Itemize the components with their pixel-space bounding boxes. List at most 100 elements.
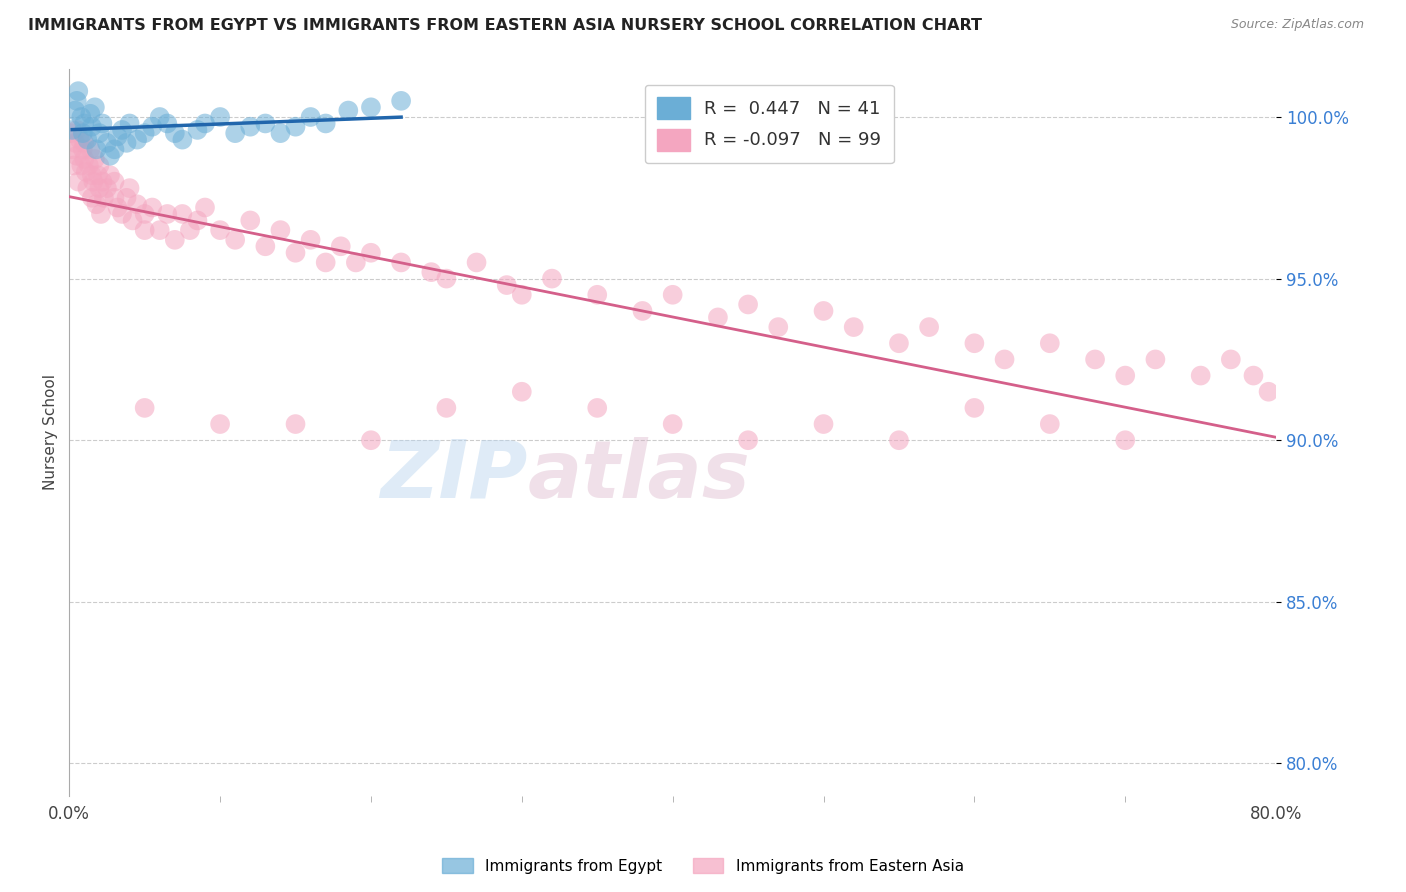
- Point: [963, 336, 986, 351]
- Point: [887, 336, 910, 351]
- Point: [80, 191, 103, 205]
- Point: [194, 201, 217, 215]
- Point: [118, 116, 141, 130]
- Point: [75, 165, 97, 179]
- Point: [111, 207, 134, 221]
- Point: [254, 116, 277, 130]
- Point: [134, 401, 156, 415]
- Point: [269, 126, 291, 140]
- Point: [434, 271, 457, 285]
- Legend: R =  0.447   N = 41, R = -0.097   N = 99: R = 0.447 N = 41, R = -0.097 N = 99: [644, 85, 894, 163]
- Point: [141, 120, 163, 134]
- Point: [209, 223, 232, 237]
- Point: [1114, 434, 1136, 448]
- Point: [91, 116, 114, 130]
- Point: [89, 126, 111, 140]
- Point: [737, 297, 759, 311]
- Point: [115, 191, 138, 205]
- Point: [737, 434, 759, 448]
- Point: [59, 126, 82, 140]
- Point: [510, 384, 533, 399]
- Point: [284, 245, 307, 260]
- Point: [239, 120, 262, 134]
- Point: [69, 133, 91, 147]
- Point: [91, 175, 114, 189]
- Point: [127, 197, 149, 211]
- Y-axis label: Nursery School: Nursery School: [44, 374, 58, 490]
- Text: Source: ZipAtlas.com: Source: ZipAtlas.com: [1230, 18, 1364, 31]
- Point: [134, 207, 156, 221]
- Point: [337, 103, 360, 118]
- Point: [67, 84, 90, 98]
- Point: [79, 107, 101, 121]
- Point: [73, 136, 96, 150]
- Point: [65, 103, 87, 118]
- Point: [67, 175, 90, 189]
- Text: atlas: atlas: [527, 437, 751, 515]
- Point: [179, 223, 201, 237]
- Point: [89, 181, 111, 195]
- Point: [90, 207, 112, 221]
- Point: [82, 175, 104, 189]
- Text: IMMIGRANTS FROM EGYPT VS IMMIGRANTS FROM EASTERN ASIA NURSERY SCHOOL CORRELATION: IMMIGRANTS FROM EGYPT VS IMMIGRANTS FROM…: [28, 18, 983, 33]
- Point: [72, 142, 94, 156]
- Point: [707, 310, 730, 325]
- Point: [70, 159, 93, 173]
- Point: [86, 197, 108, 211]
- Point: [194, 116, 217, 130]
- Point: [887, 434, 910, 448]
- Point: [103, 175, 125, 189]
- Point: [541, 271, 564, 285]
- Point: [963, 401, 986, 415]
- Point: [134, 126, 156, 140]
- Point: [344, 255, 367, 269]
- Point: [389, 255, 412, 269]
- Point: [360, 245, 382, 260]
- Point: [768, 320, 790, 334]
- Point: [127, 133, 149, 147]
- Point: [62, 159, 84, 173]
- Point: [103, 191, 125, 205]
- Point: [77, 159, 100, 173]
- Point: [60, 142, 83, 156]
- Point: [98, 149, 121, 163]
- Point: [1084, 352, 1107, 367]
- Point: [72, 126, 94, 140]
- Point: [315, 255, 337, 269]
- Point: [76, 133, 98, 147]
- Point: [115, 136, 138, 150]
- Point: [1257, 384, 1279, 399]
- Point: [329, 239, 352, 253]
- Point: [96, 181, 118, 195]
- Point: [1039, 336, 1062, 351]
- Point: [1144, 352, 1167, 367]
- Point: [172, 207, 194, 221]
- Point: [98, 168, 121, 182]
- Point: [149, 110, 172, 124]
- Point: [586, 401, 609, 415]
- Point: [586, 287, 609, 301]
- Point: [1189, 368, 1212, 383]
- Point: [73, 152, 96, 166]
- Point: [107, 201, 129, 215]
- Point: [631, 304, 654, 318]
- Point: [299, 233, 322, 247]
- Point: [156, 207, 179, 221]
- Point: [239, 213, 262, 227]
- Point: [993, 352, 1015, 367]
- Point: [172, 133, 194, 147]
- Point: [1243, 368, 1265, 383]
- Point: [510, 287, 533, 301]
- Point: [360, 100, 382, 114]
- Point: [813, 304, 835, 318]
- Point: [111, 123, 134, 137]
- Point: [224, 126, 246, 140]
- Point: [156, 116, 179, 130]
- Point: [186, 213, 208, 227]
- Legend: Immigrants from Egypt, Immigrants from Eastern Asia: Immigrants from Egypt, Immigrants from E…: [436, 852, 970, 880]
- Point: [1039, 417, 1062, 431]
- Point: [209, 417, 232, 431]
- Point: [76, 181, 98, 195]
- Point: [1114, 368, 1136, 383]
- Point: [141, 201, 163, 215]
